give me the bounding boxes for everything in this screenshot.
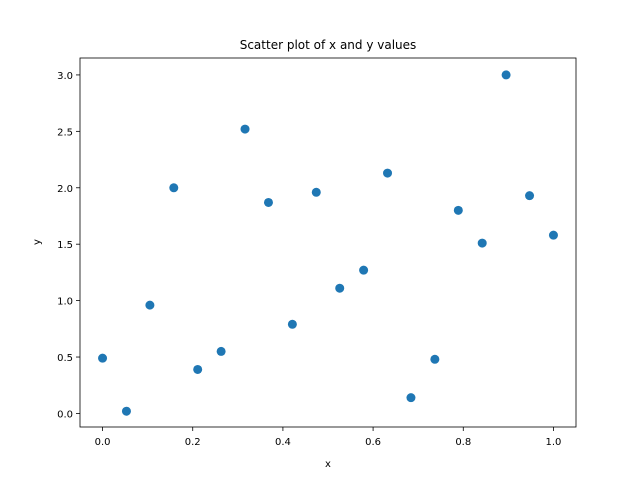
- data-point-15: [453, 205, 463, 215]
- data-point-5: [216, 346, 226, 356]
- x-tick-label: 0.0: [95, 437, 111, 448]
- y-axis-ticks: 0.0 0.5 1.0 1.5 2.0 2.5 3.0: [57, 71, 80, 420]
- plot-area-frame: [79, 57, 577, 428]
- y-tick-label: 1.5: [57, 240, 73, 251]
- data-point-10: [335, 283, 345, 293]
- x-tick-label: 1.0: [546, 437, 562, 448]
- data-point-12: [383, 168, 393, 178]
- x-axis-label: x: [325, 459, 331, 470]
- y-tick-label: 0.5: [57, 353, 73, 364]
- y-tick-label: 1.0: [57, 297, 73, 308]
- data-point-7: [263, 197, 273, 207]
- chart-title: Scatter plot of x and y values: [240, 38, 417, 52]
- data-point-17: [501, 70, 511, 80]
- data-point-3: [169, 183, 179, 193]
- y-tick-label: 2.5: [57, 127, 73, 138]
- data-point-1: [121, 406, 131, 416]
- data-point-6: [240, 124, 250, 134]
- data-point-2: [145, 300, 155, 310]
- data-point-4: [193, 364, 203, 374]
- data-point-9: [311, 187, 321, 197]
- data-point-11: [359, 265, 369, 275]
- x-tick-label: 0.8: [455, 437, 471, 448]
- data-point-8: [287, 319, 297, 329]
- data-point-16: [477, 238, 487, 248]
- x-axis-ticks: 0.0 0.2 0.4 0.6 0.8 1.0: [95, 427, 562, 448]
- data-point-14: [430, 354, 440, 364]
- y-tick-label: 3.0: [57, 71, 73, 82]
- y-axis-label: y: [32, 239, 43, 245]
- y-tick-label: 2.0: [57, 184, 73, 195]
- y-tick-label: 0.0: [57, 409, 73, 420]
- data-point-18: [525, 191, 535, 201]
- data-point-13: [406, 393, 416, 403]
- data-point-0: [98, 353, 108, 363]
- data-point-19: [548, 230, 558, 240]
- x-tick-label: 0.6: [365, 437, 381, 448]
- x-tick-label: 0.4: [275, 437, 291, 448]
- x-tick-label: 0.2: [185, 437, 201, 448]
- data-points: [98, 70, 558, 416]
